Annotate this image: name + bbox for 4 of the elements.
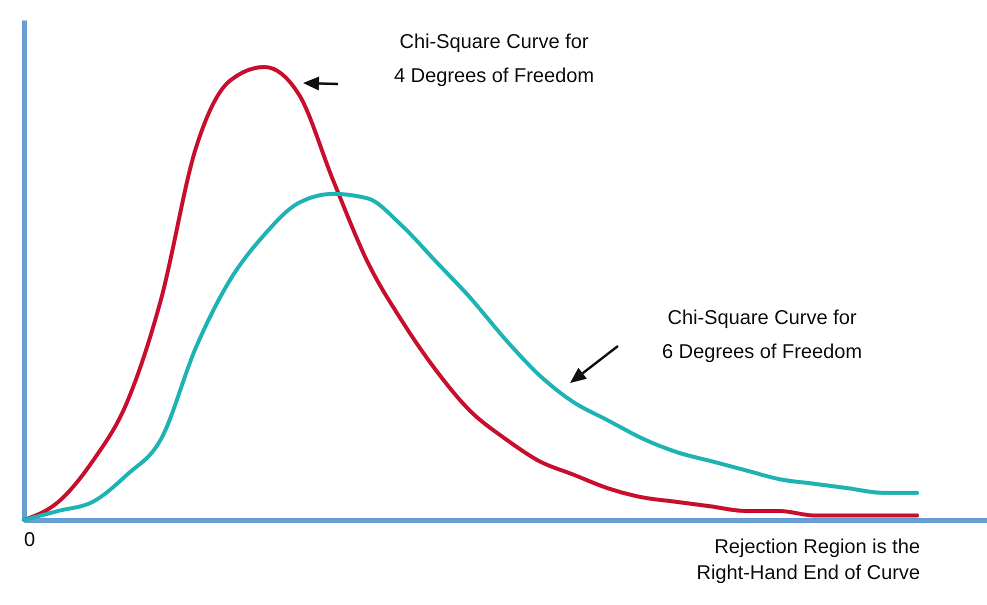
annotation: Chi-Square Curve for 4 Degrees of Freedom xyxy=(394,31,594,87)
x-axis-title: Rejection Region is the Right-Hand End of Curve xyxy=(696,536,920,584)
annotation: Chi-Square Curve for 6 Degrees of Freedom xyxy=(662,307,862,363)
text: 0 xyxy=(24,529,36,551)
